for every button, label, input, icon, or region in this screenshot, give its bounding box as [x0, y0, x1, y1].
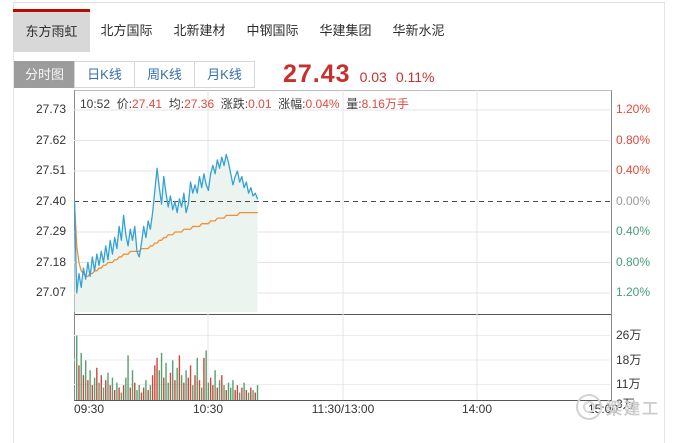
x-tick-1400: 14:00 — [461, 402, 493, 416]
stock-tab-huaxinshuini[interactable]: 华新水泥 — [392, 23, 445, 38]
price-change: 0.03 — [359, 69, 387, 85]
info-price: 27.41 — [132, 97, 163, 111]
info-price-label: 价: — [116, 97, 133, 111]
crosshair-info-bar: 10:52 价:27.41 均:27.36 涨跌:0.01 涨幅:0.04% 量… — [80, 95, 409, 112]
tab-intraday[interactable]: 分时图 — [14, 61, 75, 88]
y-pct-0.8up: 0.80% — [616, 132, 651, 147]
stock-tab-beixinjiancai[interactable]: 北新建材 — [173, 23, 226, 38]
info-avg: 27.36 — [184, 97, 215, 111]
y-price-1.2up: 27.73 — [35, 102, 66, 116]
stock-tab-zhonggangguoji[interactable]: 中钢国际 — [246, 23, 299, 38]
y-price-close: 27.40 — [35, 193, 66, 208]
y-pct-zero: 0.00% — [616, 193, 651, 208]
stock-tab-dongfangyuhong[interactable]: 东方雨虹 — [13, 9, 90, 52]
stock-tab-bar: 东方雨虹 北方国际 北新建材 中钢国际 华建集团 华新水泥 — [13, 9, 455, 52]
y-price-0.4up: 27.51 — [35, 163, 66, 177]
stock-tab-beifangguoji[interactable]: 北方国际 — [100, 23, 153, 38]
y-pct-0.4dn: 0.40% — [616, 224, 651, 238]
y-pct-0.8dn: 0.80% — [616, 254, 651, 269]
info-avg-label: 均: — [168, 97, 185, 111]
x-tick-0930: 09:30 — [74, 402, 105, 416]
x-tick-1030: 10:30 — [192, 402, 224, 416]
price-change-pct: 0.11% — [395, 69, 435, 85]
info-vol: 8.16万手 — [361, 97, 409, 111]
page-frame — [13, 2, 665, 443]
quote-summary: 27.43 0.03 0.11% — [283, 60, 434, 89]
y-price-1.2dn: 27.07 — [35, 285, 66, 299]
y-price-0.4dn: 27.29 — [35, 224, 66, 238]
info-pct-label: 涨幅: — [278, 97, 306, 111]
watermark-text: 梁建工 — [606, 401, 661, 418]
vol-tick-18: 18万 — [616, 352, 642, 367]
y-pct-1.2up: 1.20% — [616, 102, 651, 116]
info-vol-label: 量: — [346, 97, 362, 111]
y-price-0.8dn: 27.18 — [35, 254, 66, 269]
vol-tick-26: 26万 — [616, 328, 642, 342]
watermark-logo-icon — [576, 394, 602, 420]
vol-tick-11: 11万 — [616, 377, 641, 391]
info-change: 0.01 — [248, 97, 272, 111]
tab-daily-k[interactable]: 日K线 — [74, 61, 135, 88]
tab-weekly-k[interactable]: 周K线 — [134, 61, 195, 88]
vol-tick-3: 3万 — [616, 397, 635, 411]
info-time: 10:52 — [80, 97, 111, 111]
watermark: 梁建工 — [576, 394, 660, 420]
info-change-label: 涨跌: — [220, 97, 249, 111]
last-price: 27.43 — [283, 60, 351, 88]
stock-tab-huajianjituan[interactable]: 华建集团 — [319, 23, 372, 38]
y-pct-0.4up: 0.40% — [616, 163, 651, 177]
y-pct-1.2dn: 1.20% — [616, 285, 651, 299]
x-tick-1130-1300: 11:30/13:00 — [311, 402, 375, 416]
intraday-chart-canvas[interactable] — [74, 90, 610, 400]
volume-pane[interactable] — [74, 314, 612, 401]
info-pct: 0.04% — [305, 97, 340, 111]
chart-view-tab-bar: 分时图 日K线 周K线 月K线 — [14, 61, 255, 88]
y-price-0.8up: 27.62 — [35, 132, 66, 147]
tab-monthly-k[interactable]: 月K线 — [194, 61, 255, 88]
